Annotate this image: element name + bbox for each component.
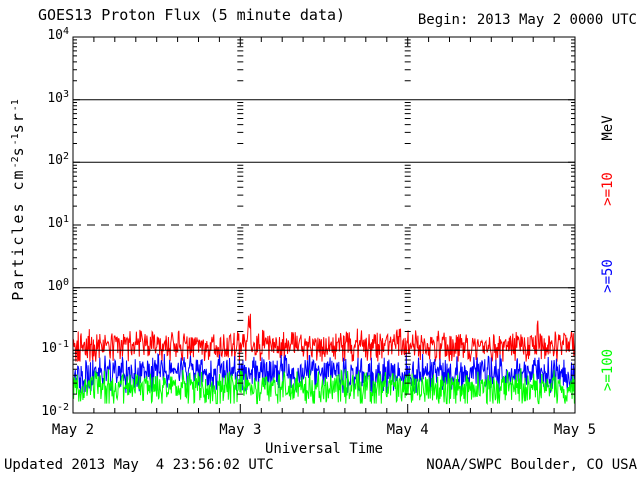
x-tick-label-may-3: May 3 xyxy=(219,422,262,438)
y-tick-label-1e3: 103 xyxy=(47,88,69,106)
begin-timestamp: Begin: 2013 May 2 0000 UTC xyxy=(417,12,637,28)
x-tick-label-may-5: May 5 xyxy=(553,422,597,438)
series-trace-50MeV xyxy=(72,353,576,394)
legend-entry-gege100: >=100 xyxy=(600,348,616,392)
legend-entry-gege10: >=10 xyxy=(600,172,616,206)
day-boundary-tick-columns xyxy=(237,39,411,395)
x-axis-title: Universal Time xyxy=(264,441,383,457)
chart-title: GOES13 Proton Flux (5 minute data) xyxy=(38,6,346,24)
axis-ticks xyxy=(73,37,575,413)
y-axis-title-part: sr xyxy=(9,111,27,134)
y-tick-label-1e-1: 10-1 xyxy=(41,339,69,357)
y-tick-label-1e1: 101 xyxy=(47,214,69,231)
plot-frame xyxy=(72,36,576,414)
legend-entry-gege50: >=50 xyxy=(600,259,616,293)
x-tick-label-may-2: May 2 xyxy=(51,422,95,438)
legend-unit-label: MeV xyxy=(600,115,616,141)
source-attribution: NOAA/SWPC Boulder, CO USA xyxy=(426,457,637,473)
y-axis-title: Particles cm-2s-1sr-1 xyxy=(9,99,27,301)
y-tick-label-1e-2: 10-2 xyxy=(41,402,69,419)
y-tick-label-1e2: 102 xyxy=(47,151,69,169)
series-trace-100MeV xyxy=(72,368,576,406)
y-tick-label-1e4: 104 xyxy=(47,26,69,43)
series-trace-10MeV xyxy=(72,313,576,362)
y-tick-label-1e0: 100 xyxy=(47,276,69,294)
x-tick-label-may-4: May 4 xyxy=(386,422,429,438)
y-axis-title-part: -2 xyxy=(10,156,21,169)
y-axis-title-part: -1 xyxy=(10,99,21,112)
y-axis-title-part: -1 xyxy=(10,133,21,146)
updated-timestamp: Updated 2013 May 4 23:56:02 UTC xyxy=(4,457,274,473)
